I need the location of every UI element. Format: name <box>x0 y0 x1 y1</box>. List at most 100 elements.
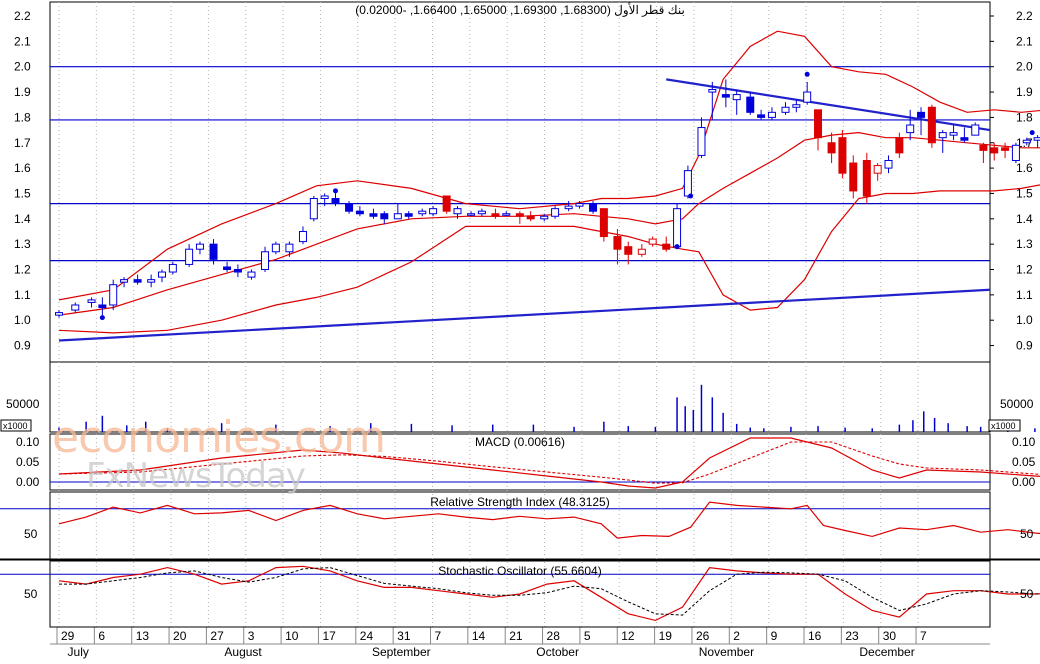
x-tick-label: 12 <box>621 629 635 643</box>
candle-body <box>234 270 241 273</box>
candle-body <box>674 209 681 247</box>
candle-body <box>224 267 231 270</box>
candle-body <box>148 280 155 283</box>
candle-body <box>356 211 363 214</box>
macd-label: MACD (0.00616) <box>475 435 565 449</box>
candle-body <box>625 247 632 255</box>
price-marker <box>675 244 680 249</box>
month-label: September <box>372 645 431 659</box>
candle-body <box>815 110 822 138</box>
macd-tick-left: 0.10 <box>16 435 40 449</box>
candle-body <box>159 272 166 277</box>
candle-body <box>394 214 401 219</box>
candle-body <box>332 199 339 204</box>
candle-body <box>885 160 892 168</box>
price-tick-left: 1.0 <box>14 313 31 327</box>
x-tick-label: 5 <box>584 629 591 643</box>
candle-body <box>950 133 957 136</box>
candle-body <box>248 272 255 277</box>
candle-body <box>896 138 903 153</box>
stochastic-tick-left: 50 <box>24 587 38 601</box>
price-tick-left: 1.8 <box>14 110 31 124</box>
candle-body <box>768 112 775 117</box>
candle-body <box>980 145 987 150</box>
candle-body <box>134 280 141 283</box>
candle-body <box>186 249 193 264</box>
candle-body <box>863 160 870 195</box>
price-tick-left: 1.6 <box>14 161 31 175</box>
price-tick-left: 1.3 <box>14 237 31 251</box>
x-tick-label: 24 <box>360 629 374 643</box>
price-tick-left: 0.9 <box>14 339 31 353</box>
candle-body <box>850 163 857 191</box>
candle-body <box>468 214 475 216</box>
price-marker <box>805 72 810 77</box>
rsi-tick-right: 50 <box>1020 527 1034 541</box>
right-margin <box>991 0 1040 359</box>
candle-body <box>907 125 914 133</box>
price-tick-left: 1.2 <box>14 263 31 277</box>
candle-body <box>874 166 881 174</box>
x-tick-label: 7 <box>435 629 442 643</box>
x-tick-label: 13 <box>136 629 150 643</box>
month-label: July <box>68 645 89 659</box>
rsi-label: Relative Strength Index (48.3125) <box>430 495 609 509</box>
x-tick-label: 28 <box>547 629 561 643</box>
x-tick-label: 10 <box>285 629 299 643</box>
price-marker <box>688 193 693 198</box>
candle-body <box>918 112 925 117</box>
x-tick-label: 9 <box>771 629 778 643</box>
candle-body <box>552 209 559 217</box>
price-tick-left: 1.5 <box>14 186 31 200</box>
month-label: December <box>859 645 914 659</box>
candle-body <box>381 214 388 219</box>
candle-body <box>272 244 279 252</box>
candle-body <box>299 231 306 241</box>
price-tick-left: 1.4 <box>14 212 31 226</box>
candle-body <box>972 125 979 135</box>
candle-body <box>99 305 106 308</box>
x-tick-label: 30 <box>883 629 897 643</box>
x-tick-label: 20 <box>173 629 187 643</box>
candle-body <box>733 95 740 100</box>
x-tick-label: 14 <box>472 629 486 643</box>
x-tick-label: 2 <box>733 629 740 643</box>
chart-title: بنك قطر الأول (1.68300, 1.69300, 1.65000… <box>355 2 685 17</box>
candle-body <box>600 209 607 237</box>
price-tick-left: 2.2 <box>14 9 31 23</box>
candle-body <box>346 204 353 212</box>
candle-body <box>828 143 835 153</box>
price-tick-left: 2.0 <box>14 60 31 74</box>
candle-body <box>492 214 499 217</box>
stochastic-label: Stochastic Oscillator (55.6604) <box>438 564 601 578</box>
candle-body <box>565 206 572 209</box>
candle-body <box>405 214 412 217</box>
x-tick-label: 3 <box>248 629 255 643</box>
candle-body <box>709 90 716 93</box>
candle-body <box>722 95 729 98</box>
macd-tick-left: 0.00 <box>16 475 40 489</box>
macd-tick-right: 0.05 <box>1012 455 1036 469</box>
candle-body <box>110 285 117 305</box>
candle-body <box>684 171 691 196</box>
price-marker <box>100 315 105 320</box>
candle-body <box>454 209 461 214</box>
candle-body <box>370 214 377 217</box>
price-tick-left: 1.1 <box>14 288 31 302</box>
candle-body <box>56 313 63 316</box>
candle-body <box>590 204 597 212</box>
candle-body <box>928 107 935 142</box>
macd-tick-right: 0.10 <box>1012 435 1036 449</box>
x-tick-label: 26 <box>696 629 710 643</box>
x-tick-label: 23 <box>845 629 859 643</box>
candle-body <box>310 199 317 219</box>
candle-body <box>443 196 450 211</box>
candle-body <box>321 196 328 199</box>
volume-tick-left: 50000 <box>6 397 40 411</box>
candle-body <box>638 249 645 254</box>
candle-body <box>839 138 846 173</box>
candle-body <box>576 204 583 207</box>
candle-body <box>196 244 203 249</box>
x-tick-label: 16 <box>808 629 822 643</box>
